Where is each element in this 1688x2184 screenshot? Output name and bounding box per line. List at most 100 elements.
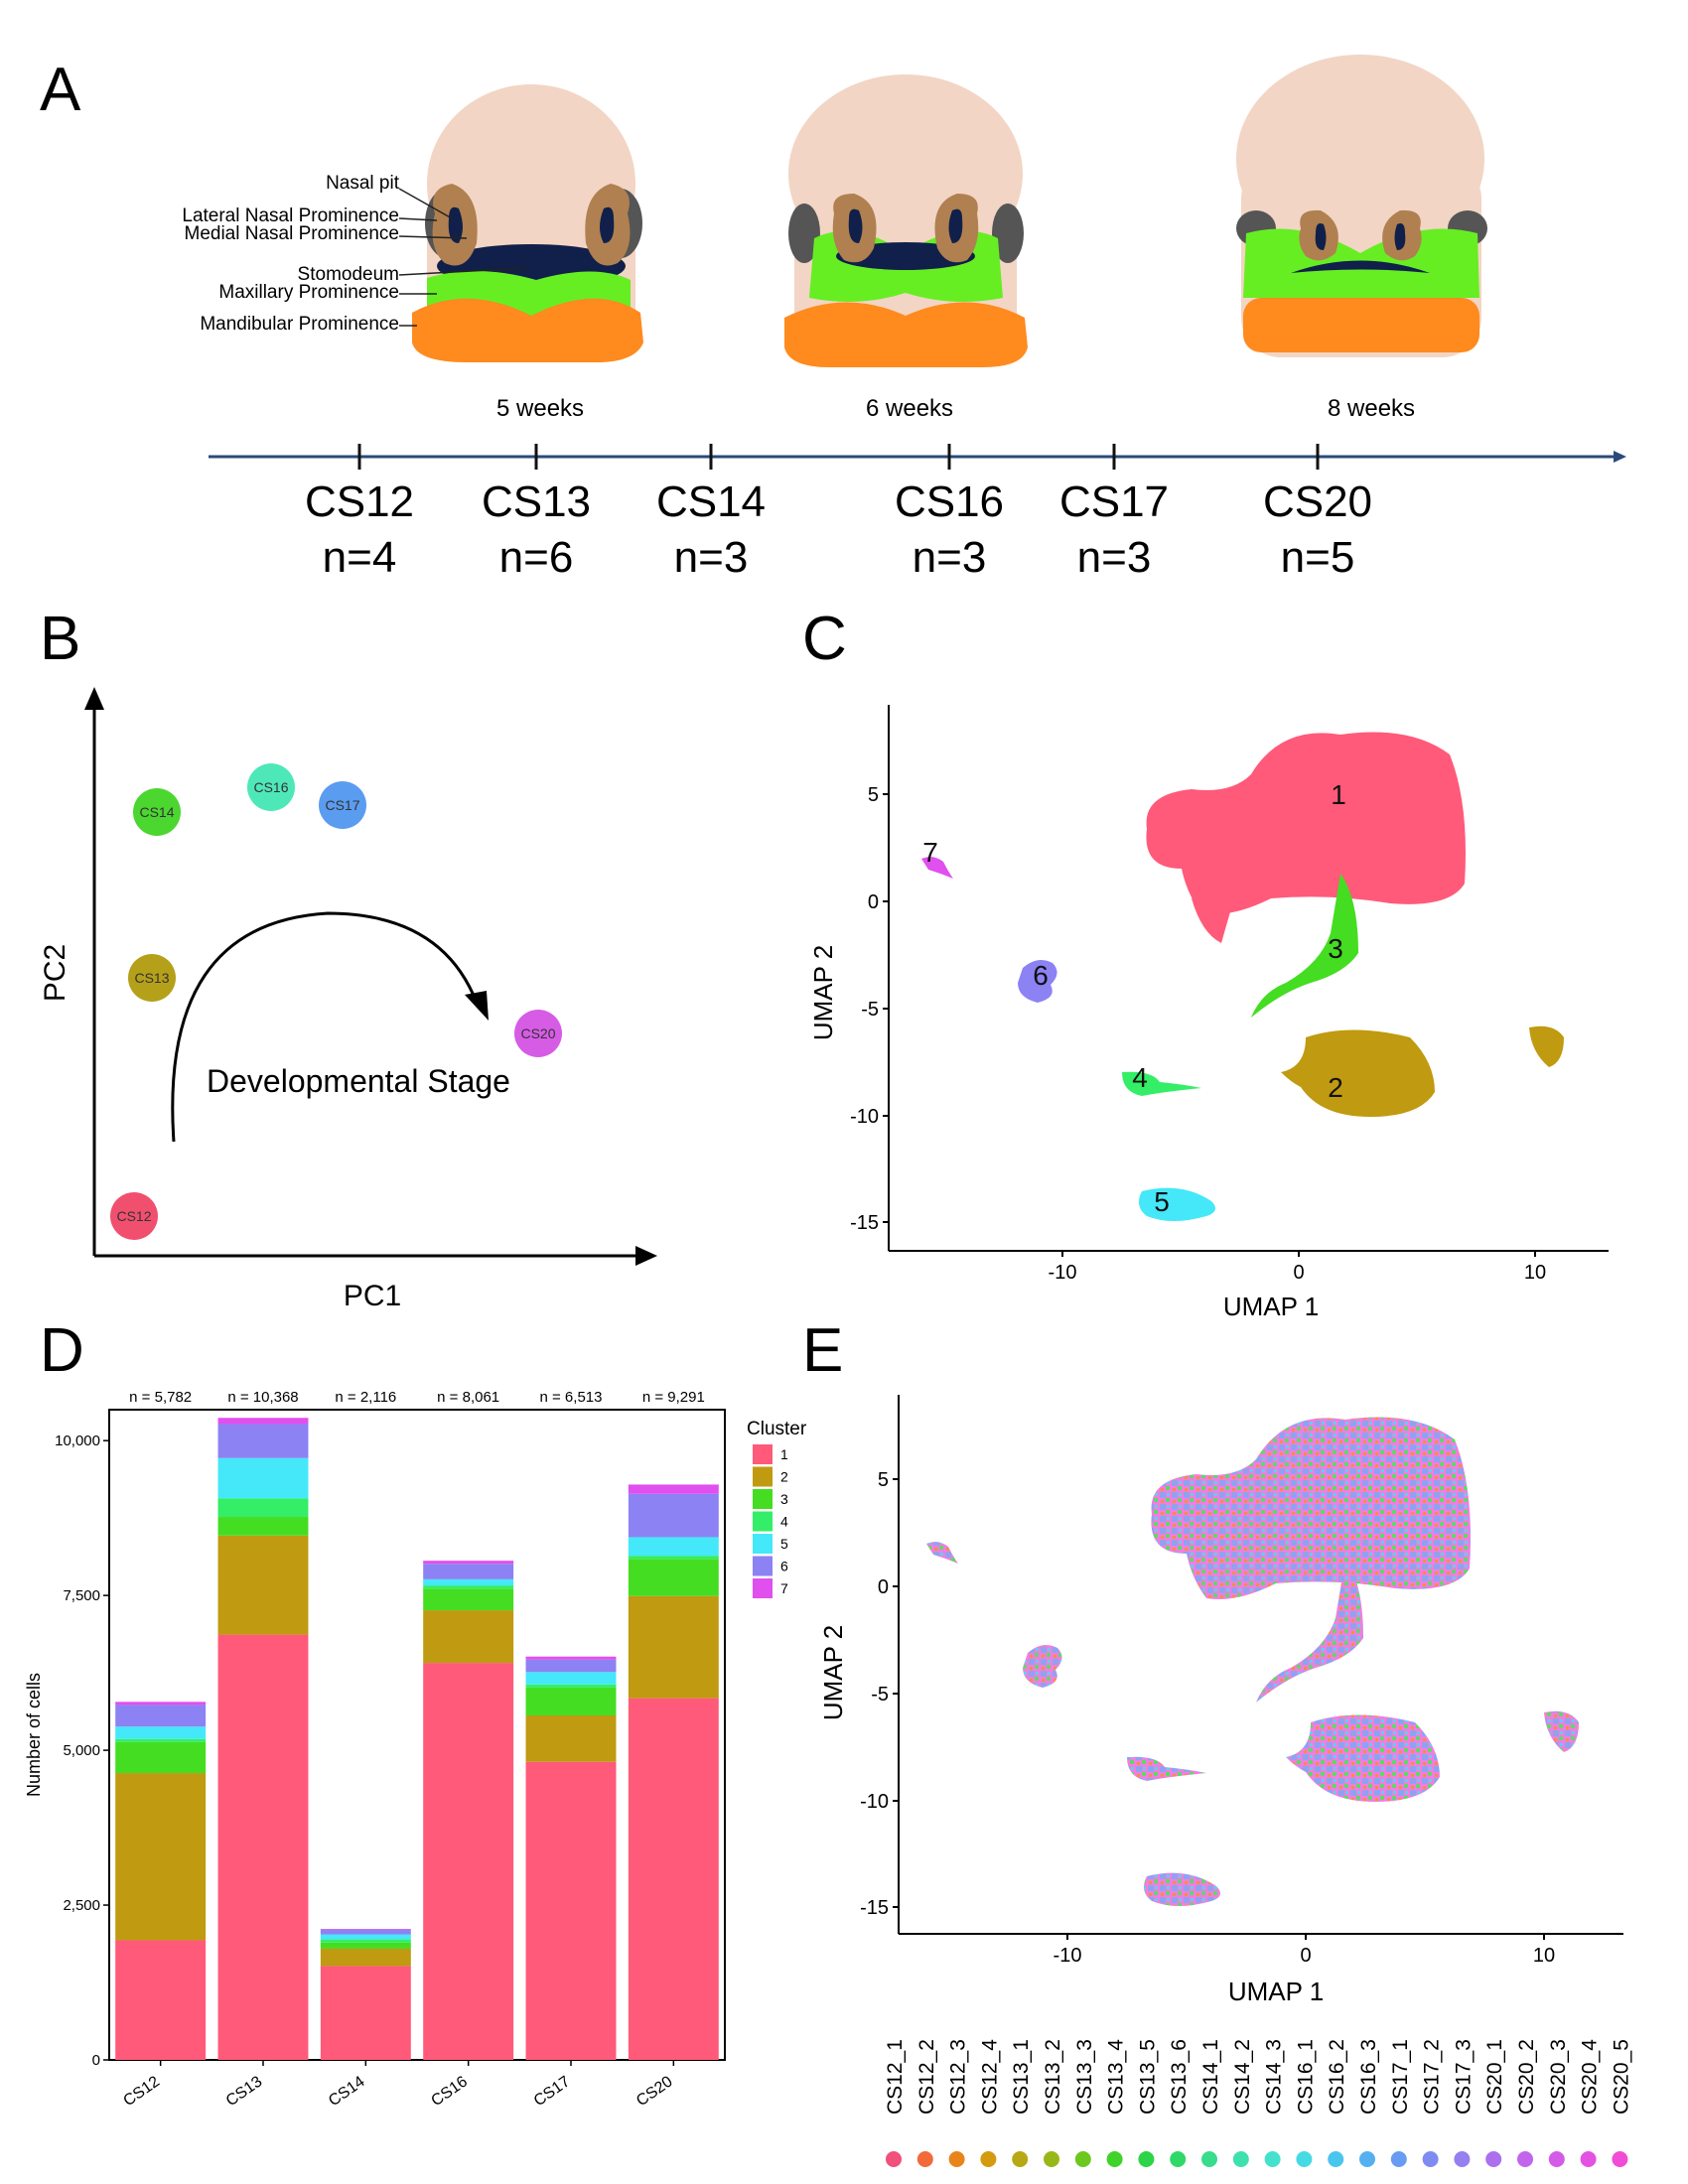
sample-label: CS13_5	[1136, 2039, 1159, 2115]
bar-cs17-cluster-4	[525, 1684, 617, 1688]
plot-frame	[108, 1409, 726, 2061]
cluster-7-blob	[921, 857, 953, 879]
timeline-stage-name: CS20	[1262, 478, 1373, 526]
y-tick-label: 0	[878, 1576, 889, 1598]
cluster-2-blob	[1281, 1029, 1435, 1117]
y-tick-label: -5	[871, 1684, 889, 1706]
y-axis-label: Number of cells	[24, 1673, 44, 1797]
bar-cs13-cluster-5	[217, 1457, 309, 1499]
y-tick-label: -15	[860, 1897, 889, 1919]
label-maxillary: Maxillary Prominence	[218, 282, 399, 303]
sample-dot-cs12_2	[916, 2151, 933, 2167]
cluster-1-blob	[1146, 732, 1466, 914]
sample-label: CS12_4	[978, 2039, 1001, 2115]
sample-dot-cs13_3	[1074, 2151, 1091, 2167]
structure-pointers	[398, 188, 527, 327]
x-tick-label: 0	[1293, 1262, 1304, 1284]
pca-point-cs13	[128, 954, 176, 1002]
bar-cs17-cluster-5	[525, 1672, 617, 1685]
sample-dot-cs20_5	[1612, 2151, 1628, 2167]
pca-point-cs12	[110, 1192, 158, 1240]
bar-cs14-cluster-6	[320, 1929, 411, 1935]
x-tick-label: CS13	[223, 2073, 266, 2110]
bar-cs12-cluster-6	[115, 1705, 207, 1727]
sample-label: CS17_2	[1421, 2039, 1444, 2115]
x-tick-label: CS16	[428, 2073, 471, 2110]
timeline-stage-n: n=5	[1280, 533, 1355, 582]
cluster-label-3: 3	[1328, 933, 1343, 964]
sample-label: CS12_2	[915, 2039, 938, 2115]
timeline-stage-n: n=3	[673, 533, 749, 582]
bar-total-label: n = 2,116	[335, 1389, 396, 1406]
sample-label: CS16_2	[1326, 2039, 1348, 2115]
bar-cs13-cluster-4	[217, 1498, 309, 1518]
timeline-stage: CS17 n=3	[1035, 475, 1194, 586]
week-label-5: 5 weeks	[496, 395, 585, 422]
timeline-stage-name: CS13	[481, 478, 592, 526]
panel-c-umap-clusters: 5 0 -5 -10 -15 -10 0 10 1 2 3 4 5 6 7 UMAP 1 UMAP 2	[814, 705, 1609, 1321]
label-stomodeum: Stomodeum	[297, 264, 399, 285]
umap1-axis-label-e: UMAP 1	[1228, 1977, 1324, 2006]
sample-label: CS14_3	[1263, 2039, 1286, 2115]
bar-total-label: n = 8,061	[437, 1389, 499, 1406]
label-nasal-pit: Nasal pit	[326, 173, 399, 194]
sample-dot-cs13_6	[1170, 2151, 1187, 2167]
pca-point-label: CS17	[325, 797, 359, 813]
timeline-stage: CS12 n=4	[280, 475, 439, 586]
pca-point-cs14	[133, 788, 181, 836]
pca-point-label: CS16	[253, 779, 288, 795]
pca-point-label: CS13	[134, 970, 169, 986]
x-tick-label: CS17	[531, 2073, 574, 2110]
x-tick-label: CS14	[326, 2073, 368, 2110]
sample-label: CS17_3	[1452, 2039, 1475, 2115]
y-tick-label: 5	[878, 1469, 889, 1491]
cluster-label-5: 5	[1154, 1186, 1170, 1217]
week-label-8: 8 weeks	[1328, 395, 1416, 422]
sample-label: CS16_3	[1357, 2039, 1380, 2115]
y-tick-label: 5,000	[63, 1742, 100, 1759]
bar-total-label: n = 6,513	[540, 1389, 603, 1406]
sample-dot-cs12_3	[948, 2151, 965, 2167]
bar-cs20-cluster-2	[628, 1595, 719, 1699]
bar-cs17-cluster-3	[525, 1687, 617, 1715]
timeline-stage-n: n=3	[912, 533, 987, 582]
sample-label: CS20_1	[1483, 2039, 1506, 2115]
pca-point-cs20	[514, 1010, 562, 1057]
sample-label: CS14_1	[1199, 2039, 1222, 2115]
pca-point-label: CS20	[520, 1025, 555, 1041]
sample-dot-cs20_3	[1548, 2151, 1565, 2167]
sample-dot-cs12_4	[980, 2151, 997, 2167]
sample-dot-cs17_3	[1454, 2151, 1471, 2167]
label-mandibular: Mandibular Prominence	[200, 314, 399, 335]
bar-cs12-cluster-4	[115, 1738, 207, 1742]
timeline-stage-name: CS14	[655, 478, 767, 526]
bar-cs16-cluster-4	[423, 1585, 514, 1589]
legend-swatch-1	[753, 1444, 773, 1464]
bar-cs17-cluster-2	[525, 1714, 617, 1762]
panel-e-label: E	[802, 1316, 844, 1385]
pca-point-label: CS12	[116, 1208, 151, 1224]
bar-cs20-cluster-1	[628, 1698, 719, 2060]
sample-dot-cs12_1	[886, 2151, 902, 2167]
bar-cs13-cluster-3	[217, 1517, 309, 1536]
sample-label: CS12_1	[884, 2039, 907, 2115]
x-tick-label: CS12	[120, 2073, 163, 2110]
bar-total-label: n = 5,782	[129, 1389, 192, 1406]
y-tick-label: -10	[860, 1791, 889, 1813]
bar-total-label: n = 10,368	[227, 1389, 298, 1406]
timeline-stage-name: CS12	[304, 478, 415, 526]
cluster-label-7: 7	[922, 837, 938, 868]
bar-cs14-cluster-2	[320, 1948, 411, 1967]
bar-cs13-cluster-2	[217, 1535, 309, 1635]
bar-cs13-cluster-1	[217, 1634, 309, 2060]
cluster-label-6: 6	[1033, 960, 1049, 991]
cluster-6-blob	[1018, 959, 1057, 1003]
y-tick-label: 0	[868, 891, 879, 913]
pca-point-cs17	[319, 781, 366, 829]
x-tick-label: -10	[1049, 1262, 1077, 1284]
panel-b-label: B	[40, 605, 81, 673]
pca-point-cs16	[247, 763, 295, 811]
legend-label: 4	[780, 1514, 788, 1530]
bar-cs16-cluster-6	[423, 1564, 514, 1579]
sample-dot-cs13_4	[1106, 2151, 1123, 2167]
